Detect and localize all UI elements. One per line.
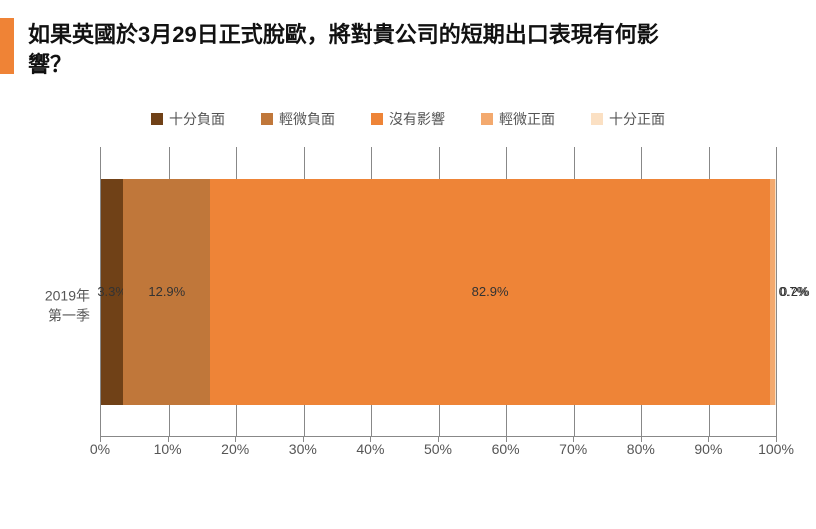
bar-row: 3.3%12.9%82.9%0.7%0.2% <box>101 179 776 404</box>
chart-title-line1: 如果英國於3月29日正式脫歐，將對貴公司的短期出口表現有何影 <box>28 22 659 47</box>
legend-item: 輕微負面 <box>261 109 335 129</box>
chart-title: 如果英國於3月29日正式脫歐，將對貴公司的短期出口表現有何影 響？ <box>28 18 659 79</box>
accent-bar <box>0 18 14 74</box>
xtick-label: 50% <box>424 441 452 457</box>
xtick-label: 100% <box>758 441 794 457</box>
bar-segment: 0.2% <box>775 179 776 404</box>
legend-swatch <box>481 113 493 125</box>
data-label: 82.9% <box>472 284 509 299</box>
legend-label: 輕微負面 <box>279 109 335 129</box>
x-axis: 0%10%20%30%40%50%60%70%80%90%100% <box>100 437 776 465</box>
legend-swatch <box>261 113 273 125</box>
xtick-label: 30% <box>289 441 317 457</box>
legend-swatch <box>151 113 163 125</box>
legend-label: 十分負面 <box>169 109 225 129</box>
legend-item: 十分負面 <box>151 109 225 129</box>
bar-segment: 12.9% <box>123 179 210 404</box>
chart-area: 2019年 第一季 3.3%12.9%82.9%0.7%0.2% 0%10%20… <box>0 147 776 465</box>
legend-item: 輕微正面 <box>481 109 555 129</box>
xtick-label: 70% <box>559 441 587 457</box>
xtick-label: 20% <box>221 441 249 457</box>
legend-label: 沒有影響 <box>389 109 445 129</box>
xtick-label: 90% <box>694 441 722 457</box>
data-label: 12.9% <box>148 284 185 299</box>
legend-label: 十分正面 <box>609 109 665 129</box>
xtick-label: 40% <box>356 441 384 457</box>
legend-item: 十分正面 <box>591 109 665 129</box>
y-category-label: 2019年 第一季 <box>10 287 90 326</box>
chart-title-line2: 響？ <box>28 52 72 77</box>
ylabel-line2: 第一季 <box>48 307 90 323</box>
xtick-label: 80% <box>627 441 655 457</box>
legend-item: 沒有影響 <box>371 109 445 129</box>
ylabel-line1: 2019年 <box>45 288 90 304</box>
legend: 十分負面 輕微負面 沒有影響 輕微正面 十分正面 <box>0 109 816 129</box>
legend-label: 輕微正面 <box>499 109 555 129</box>
xtick-label: 60% <box>492 441 520 457</box>
legend-swatch <box>591 113 603 125</box>
bar-segment: 3.3% <box>101 179 123 404</box>
legend-swatch <box>371 113 383 125</box>
xtick-label: 0% <box>90 441 110 457</box>
plot: 3.3%12.9%82.9%0.7%0.2% <box>100 147 776 437</box>
xtick-label: 10% <box>154 441 182 457</box>
gridline <box>776 147 777 436</box>
bar-segment: 82.9% <box>210 179 770 404</box>
data-label: 0.2% <box>780 284 810 299</box>
